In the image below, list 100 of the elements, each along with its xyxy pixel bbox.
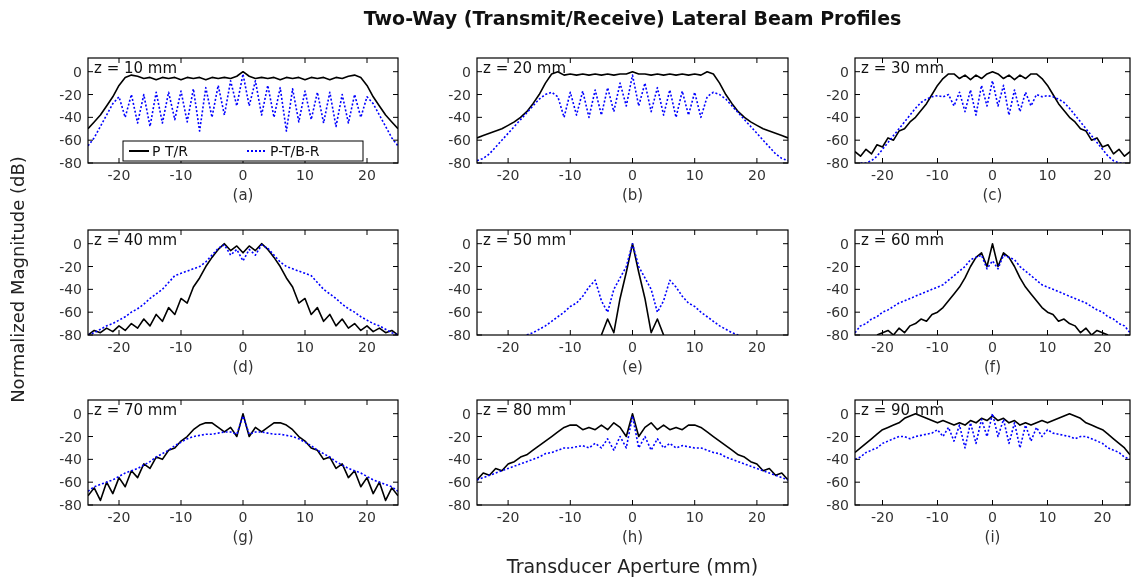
- y-tick-label: -20: [448, 86, 471, 103]
- x-tick-label: 10: [685, 167, 704, 183]
- line-series: [88, 73, 398, 147]
- x-axis-title: (h): [621, 528, 644, 546]
- x-tick-label: -10: [558, 509, 582, 525]
- x-tick-label: 10: [1038, 167, 1057, 183]
- x-tick-label: -10: [558, 167, 582, 183]
- x-tick-label: 0: [628, 167, 637, 183]
- x-tick-label: -20: [871, 167, 894, 183]
- y-tick-label: 0: [73, 63, 82, 80]
- x-tick-label: -20: [496, 339, 520, 355]
- y-tick-label: 0: [840, 235, 849, 252]
- y-tick-label: 0: [462, 235, 471, 252]
- annotation: z = 50 mm: [483, 231, 567, 249]
- x-tick-label: 20: [358, 339, 376, 355]
- x-tick-label: 10: [296, 167, 314, 183]
- y-tick-label: -40: [59, 281, 82, 298]
- x-tick-label: 0: [988, 167, 997, 183]
- annotation: z = 80 mm: [483, 401, 567, 419]
- annotation: z = 10 mm: [94, 59, 178, 77]
- x-tick-label: 20: [1093, 509, 1112, 525]
- annotation: z = 60 mm: [861, 231, 945, 249]
- legend-label: P-T/B-R: [270, 143, 320, 159]
- y-tick-label: -40: [59, 109, 82, 126]
- y-tick-label: -60: [826, 474, 849, 491]
- y-tick-label: -80: [59, 327, 82, 343]
- x-tick-label: 0: [238, 339, 248, 355]
- y-tick-label: -80: [448, 497, 471, 513]
- x-axis-title: (b): [621, 186, 644, 204]
- y-tick-label: -80: [826, 155, 849, 171]
- x-tick-label: -10: [169, 509, 193, 525]
- x-tick-label: 0: [988, 509, 997, 525]
- x-tick-label: 10: [296, 509, 314, 525]
- x-tick-label: -20: [107, 167, 131, 183]
- y-tick-label: -40: [448, 451, 471, 468]
- y-tick-label: -20: [448, 428, 471, 445]
- annotation: z = 90 mm: [861, 401, 945, 419]
- x-tick-label: -20: [871, 339, 894, 355]
- x-axis-title: (c): [982, 186, 1003, 204]
- x-tick-label: -20: [871, 509, 894, 525]
- annotation: z = 40 mm: [94, 231, 178, 249]
- x-tick-label: -10: [926, 167, 949, 183]
- x-tick-label: -10: [169, 167, 193, 183]
- x-tick-label: 20: [358, 167, 376, 183]
- x-tick-label: 10: [296, 339, 314, 355]
- y-tick-label: 0: [73, 405, 82, 422]
- x-axis-title: (d): [232, 358, 254, 376]
- y-tick-label: -60: [826, 304, 849, 321]
- y-tick-label: -80: [826, 497, 849, 513]
- y-tick-label: -60: [448, 304, 471, 321]
- y-tick-label: -40: [448, 109, 471, 126]
- y-tick-label: -60: [59, 474, 82, 491]
- y-tick-label: -80: [448, 155, 471, 171]
- x-tick-label: 10: [685, 509, 704, 525]
- x-tick-label: 20: [747, 509, 766, 525]
- x-tick-label: 0: [238, 167, 248, 183]
- line-series: [477, 74, 788, 162]
- x-tick-label: 0: [628, 509, 637, 525]
- x-tick-label: 20: [1093, 339, 1112, 355]
- x-tick-label: 0: [988, 339, 997, 355]
- y-tick-label: 0: [840, 63, 849, 80]
- x-axis-title: (i): [984, 528, 1001, 546]
- y-tick-label: -40: [826, 451, 849, 468]
- y-tick-label: -40: [826, 109, 849, 126]
- x-tick-label: 20: [1093, 167, 1112, 183]
- y-tick-label: -20: [826, 258, 849, 275]
- x-tick-label: 20: [358, 509, 376, 525]
- y-tick-label: -60: [59, 304, 82, 321]
- y-tick-label: -80: [59, 497, 82, 513]
- x-axis-title: (g): [232, 528, 254, 546]
- y-tick-label: -20: [826, 428, 849, 445]
- text: Transducer Aperture (mm): [505, 555, 759, 577]
- line-series: [855, 254, 1130, 334]
- y-tick-label: -60: [448, 132, 471, 149]
- x-tick-label: -10: [926, 509, 949, 525]
- x-tick-label: 0: [238, 509, 248, 525]
- y-tick-label: 0: [462, 63, 471, 80]
- annotation: z = 30 mm: [861, 59, 945, 77]
- y-axis-title: Normalized Magnitude (dB): [7, 156, 28, 403]
- x-tick-label: -10: [169, 339, 193, 355]
- y-tick-label: -40: [448, 281, 471, 298]
- y-tick-label: -60: [826, 132, 849, 149]
- y-tick-label: -60: [448, 474, 471, 491]
- x-axis-title: (f): [984, 358, 1001, 376]
- annotation: z = 20 mm: [483, 59, 567, 77]
- y-tick-label: 0: [462, 405, 471, 422]
- y-tick-label: -20: [59, 258, 82, 275]
- y-tick-label: -20: [448, 258, 471, 275]
- x-tick-label: -10: [558, 339, 582, 355]
- x-tick-label: 20: [747, 167, 766, 183]
- x-tick-label: 10: [1038, 339, 1057, 355]
- x-axis-title: (e): [622, 358, 643, 376]
- x-tick-label: -20: [107, 509, 131, 525]
- x-axis-title: (a): [232, 186, 254, 204]
- x-tick-label: -20: [496, 509, 520, 525]
- legend-label: P T/R: [152, 143, 189, 159]
- y-tick-label: -80: [59, 155, 82, 171]
- x-tick-label: -20: [107, 339, 131, 355]
- y-tick-label: -40: [826, 281, 849, 298]
- x-tick-label: -20: [496, 167, 520, 183]
